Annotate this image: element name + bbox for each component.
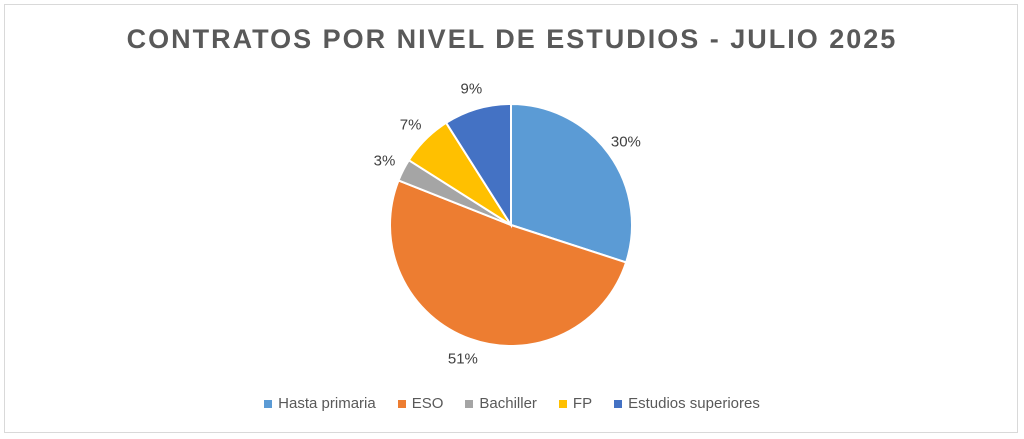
data-label: 7% (400, 117, 422, 134)
data-label: 30% (611, 134, 641, 151)
data-label: 51% (448, 351, 478, 368)
pie-slice-hasta-primaria (510, 102, 633, 264)
legend-item: Bachiller (465, 395, 537, 412)
legend-swatch (558, 399, 567, 408)
legend-item: FP (558, 395, 593, 412)
pie-slice-eso (389, 179, 628, 347)
pie-slice-estudios-superiores (444, 102, 512, 229)
legend-item: ESO (397, 395, 444, 412)
legend-label: Hasta primaria (278, 395, 376, 412)
legend-swatch (264, 399, 273, 408)
legend-label: Bachiller (479, 395, 537, 412)
legend-label: Estudios superiores (628, 395, 760, 412)
legend-swatch (614, 399, 623, 408)
chart-title: CONTRATOS POR NIVEL DE ESTUDIOS - JULIO … (126, 24, 898, 54)
legend-label: FP (572, 395, 593, 412)
legend-item: Hasta primaria (264, 395, 376, 412)
data-label: 9% (461, 81, 483, 98)
legend: Hasta primaria ESO Bachiller FP Estudios sup… (0, 395, 1024, 412)
legend-swatch (397, 399, 406, 408)
legend-item: Estudios superiores (614, 395, 760, 412)
legend-label: ESO (411, 395, 444, 412)
legend-swatch (465, 399, 474, 408)
data-label: 3% (374, 153, 396, 170)
